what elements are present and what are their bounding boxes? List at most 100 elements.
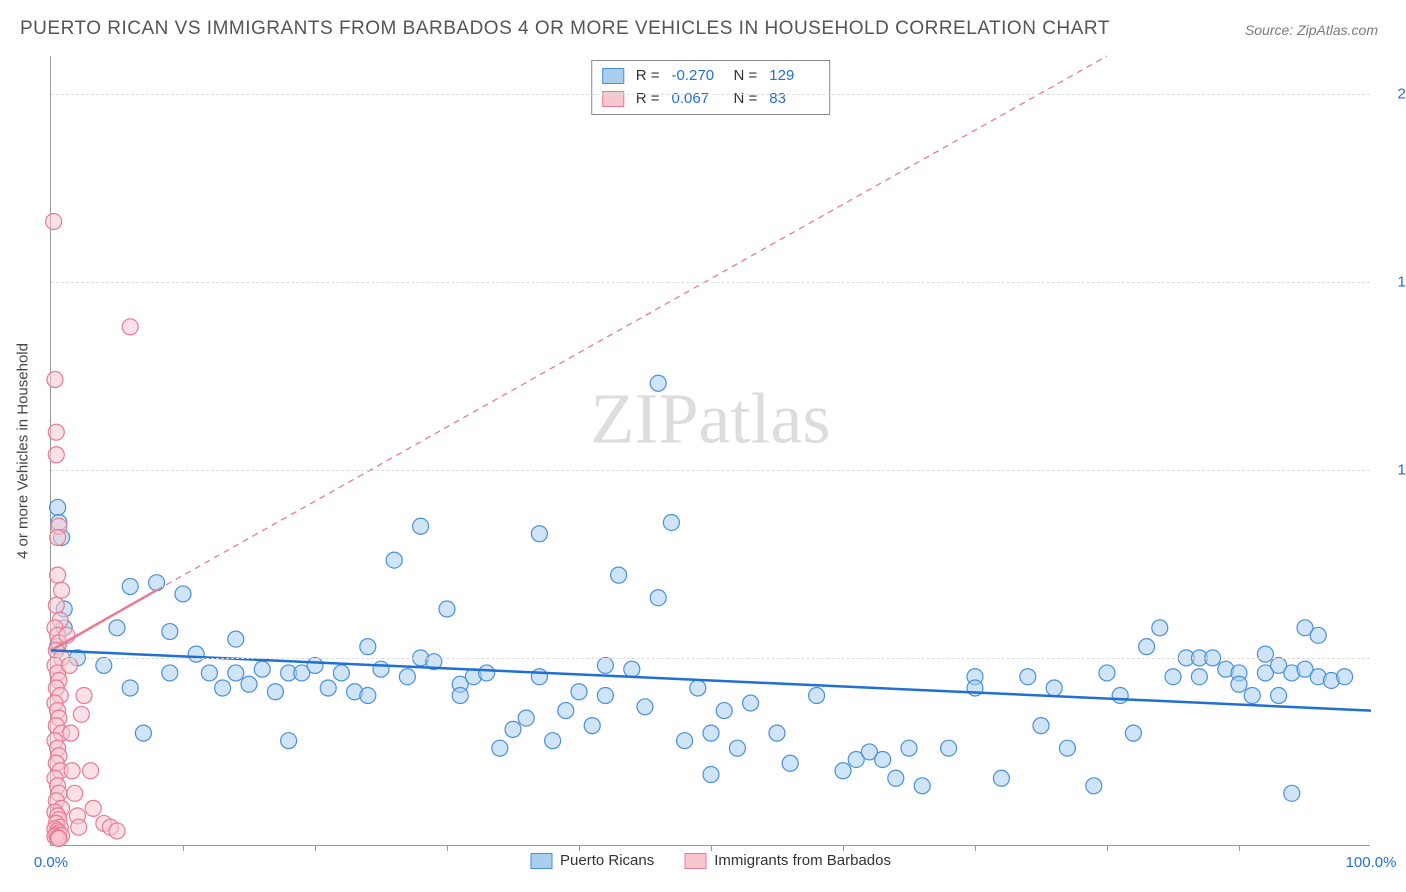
data-point — [413, 518, 429, 534]
data-point — [48, 447, 64, 463]
data-point — [85, 800, 101, 816]
data-point — [48, 424, 64, 440]
legend-item: Immigrants from Barbados — [684, 852, 891, 869]
swatch-pink — [684, 853, 706, 869]
data-point — [558, 703, 574, 719]
data-point — [716, 703, 732, 719]
data-point — [307, 657, 323, 673]
data-point — [769, 725, 785, 741]
data-point — [48, 597, 64, 613]
data-point — [571, 684, 587, 700]
x-tick — [579, 845, 580, 851]
data-point — [809, 688, 825, 704]
data-point — [50, 530, 66, 546]
y-tick-label: 15.0% — [1380, 273, 1406, 290]
x-tick — [843, 845, 844, 851]
data-point — [47, 372, 63, 388]
data-point — [373, 661, 389, 677]
data-point — [479, 665, 495, 681]
data-point — [1284, 785, 1300, 801]
plot-area: 4 or more Vehicles in Household ZIPatlas… — [50, 56, 1370, 846]
legend-label: Immigrants from Barbados — [714, 852, 891, 869]
data-point — [1099, 665, 1115, 681]
gridline — [51, 658, 1370, 659]
data-point — [1191, 669, 1207, 685]
x-tick — [447, 845, 448, 851]
data-point — [64, 763, 80, 779]
data-point — [109, 823, 125, 839]
data-point — [122, 578, 138, 594]
trend-line — [157, 56, 1107, 590]
data-point — [109, 620, 125, 636]
data-point — [267, 684, 283, 700]
data-point — [1152, 620, 1168, 636]
data-point — [67, 785, 83, 801]
data-point — [611, 567, 627, 583]
data-point — [835, 763, 851, 779]
data-point — [901, 740, 917, 756]
data-point — [1033, 718, 1049, 734]
data-point — [1271, 688, 1287, 704]
data-point — [875, 751, 891, 767]
data-point — [1165, 669, 1181, 685]
data-point — [201, 665, 217, 681]
data-point — [1046, 680, 1062, 696]
data-point — [518, 710, 534, 726]
data-point — [1231, 676, 1247, 692]
data-point — [215, 680, 231, 696]
y-tick-label: 20.0% — [1380, 85, 1406, 102]
data-point — [135, 725, 151, 741]
x-tick — [1239, 845, 1240, 851]
legend-item: Puerto Ricans — [530, 852, 654, 869]
data-point — [241, 676, 257, 692]
data-point — [703, 725, 719, 741]
data-point — [888, 770, 904, 786]
data-point — [545, 733, 561, 749]
x-tick — [711, 845, 712, 851]
data-point — [782, 755, 798, 771]
data-point — [122, 319, 138, 335]
data-point — [71, 819, 87, 835]
data-point — [531, 526, 547, 542]
data-point — [281, 733, 297, 749]
data-point — [228, 631, 244, 647]
data-point — [76, 688, 92, 704]
data-point — [637, 699, 653, 715]
data-point — [914, 778, 930, 794]
data-point — [50, 499, 66, 515]
data-point — [63, 725, 79, 741]
data-point — [1257, 646, 1273, 662]
x-tick — [315, 845, 316, 851]
data-point — [333, 665, 349, 681]
data-point — [492, 740, 508, 756]
data-point — [61, 657, 77, 673]
data-point — [149, 575, 165, 591]
data-point — [386, 552, 402, 568]
gridline — [51, 282, 1370, 283]
x-tick — [183, 845, 184, 851]
data-point — [729, 740, 745, 756]
legend-label: Puerto Ricans — [560, 852, 654, 869]
source-attribution: Source: ZipAtlas.com — [1245, 22, 1378, 38]
data-point — [1125, 725, 1141, 741]
data-point — [188, 646, 204, 662]
data-point — [360, 688, 376, 704]
data-point — [1086, 778, 1102, 794]
data-point — [1020, 669, 1036, 685]
data-point — [175, 586, 191, 602]
data-point — [650, 590, 666, 606]
x-tick — [975, 845, 976, 851]
bottom-legend: Puerto Ricans Immigrants from Barbados — [530, 852, 891, 869]
data-point — [399, 669, 415, 685]
data-point — [1059, 740, 1075, 756]
data-point — [51, 830, 67, 846]
y-tick-label: 5.0% — [1380, 649, 1406, 666]
x-tick — [1107, 845, 1108, 851]
data-point — [50, 567, 66, 583]
data-point — [1139, 639, 1155, 655]
gridline — [51, 94, 1370, 95]
data-point — [743, 695, 759, 711]
data-point — [531, 669, 547, 685]
data-point — [162, 665, 178, 681]
data-point — [254, 661, 270, 677]
